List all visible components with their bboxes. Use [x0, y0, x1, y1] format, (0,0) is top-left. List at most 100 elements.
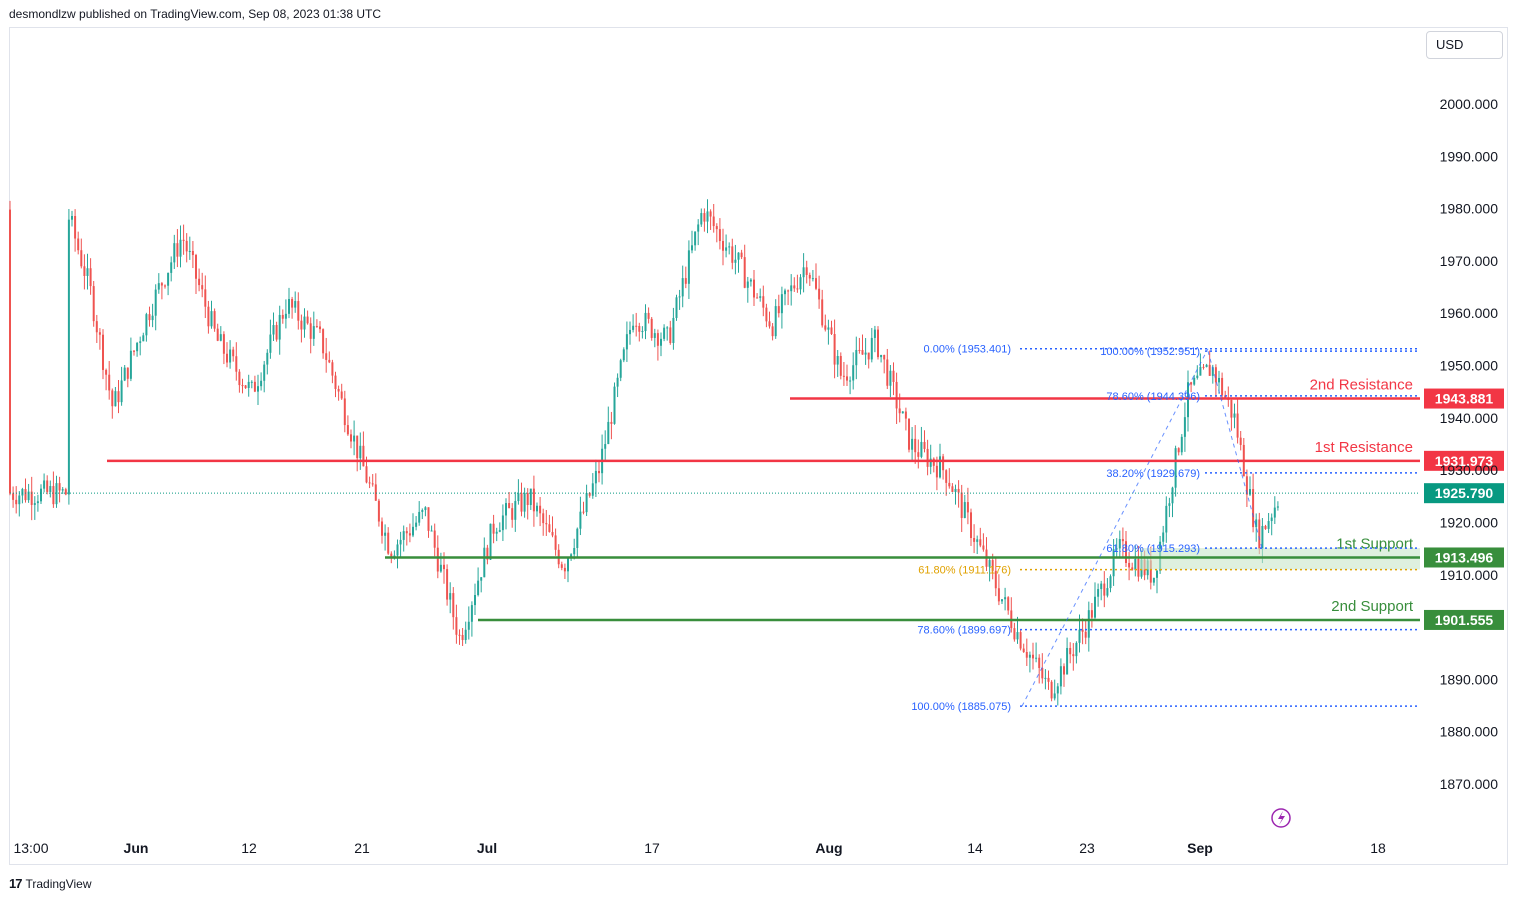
candle-body	[461, 634, 464, 641]
candle-body	[483, 547, 486, 578]
candle-body	[762, 296, 765, 308]
candle-body	[1273, 507, 1276, 518]
candle-body	[30, 491, 33, 505]
candle-body	[315, 326, 318, 328]
candle-body	[728, 246, 731, 248]
candle-body	[942, 456, 945, 471]
candle-body	[260, 380, 263, 387]
candle-body	[588, 493, 591, 496]
candle-body	[405, 531, 408, 534]
candle-body	[98, 332, 101, 335]
candle-body	[1066, 647, 1069, 675]
candle-body	[660, 338, 662, 346]
candle-body	[222, 334, 225, 354]
candle-body	[613, 386, 616, 424]
candle-body	[833, 333, 836, 365]
candle-body	[582, 511, 585, 513]
candle-body	[399, 539, 402, 545]
candle-body	[486, 547, 489, 560]
candle-body	[58, 483, 61, 491]
candle-body	[908, 418, 910, 450]
candle-body	[526, 493, 529, 505]
candle-body	[145, 314, 148, 336]
candle-body	[198, 278, 201, 286]
level-label: 1st Support	[1336, 535, 1414, 552]
candle-body	[1121, 539, 1124, 542]
publish-info: desmondlzw published on TradingView.com,…	[9, 7, 382, 21]
candle-body	[864, 352, 867, 355]
support-zone	[1140, 548, 1420, 570]
candle-body	[52, 486, 55, 505]
y-tick-label: 1990.000	[1440, 148, 1499, 164]
level-price-text: 1913.496	[1435, 549, 1494, 565]
candle-body	[111, 390, 114, 407]
candle-body	[43, 480, 46, 489]
y-tick-label: 1890.000	[1440, 671, 1499, 687]
candle-body	[46, 480, 49, 492]
candle-body	[768, 321, 771, 327]
fib-trendline	[1021, 348, 1209, 707]
candle-body	[21, 489, 24, 496]
candle-body	[390, 553, 393, 559]
candle-body	[932, 458, 935, 466]
candle-body	[579, 511, 582, 529]
candle-body	[743, 257, 746, 288]
candle-body	[1261, 525, 1264, 550]
candle-body	[545, 523, 548, 525]
candle-body	[340, 391, 343, 399]
candle-body	[151, 315, 154, 321]
y-tick-label: 1880.000	[1440, 724, 1499, 740]
candle-body	[49, 486, 52, 492]
candle-body	[901, 411, 904, 414]
candle-body	[616, 377, 619, 387]
candle-body	[653, 333, 656, 338]
candle-body	[430, 530, 433, 532]
candle-body	[492, 523, 495, 534]
candles	[9, 199, 1279, 706]
candle-body	[1069, 647, 1072, 655]
candle-body	[1041, 668, 1044, 679]
currency-selector[interactable]: USD	[1426, 31, 1503, 59]
candle-body	[951, 486, 954, 492]
candle-body	[139, 341, 142, 343]
candle-body	[607, 421, 610, 445]
lightning-icon-glyph	[1278, 811, 1285, 825]
candle-body	[1267, 521, 1270, 529]
candle-body	[188, 250, 191, 252]
candle-body	[520, 493, 523, 512]
candle-body	[594, 470, 597, 484]
candle-body	[1078, 629, 1081, 643]
candle-body	[718, 229, 721, 241]
candle-body	[1063, 666, 1065, 675]
candle-body	[114, 391, 117, 407]
candle-body	[917, 452, 920, 457]
candle-body	[269, 334, 272, 353]
candle-body	[322, 329, 325, 354]
tradingview-logo-icon: 17	[9, 876, 23, 891]
candle-body	[1270, 517, 1273, 522]
candle-body	[1075, 642, 1078, 657]
candle-body	[514, 501, 517, 520]
candle-body	[433, 530, 436, 548]
candle-body	[1137, 558, 1140, 577]
candle-body	[1032, 654, 1034, 659]
candle-body	[418, 511, 421, 523]
candle-body	[470, 605, 473, 622]
candle-body	[489, 523, 492, 560]
candle-body	[935, 465, 938, 478]
x-tick-label: 14	[967, 840, 983, 856]
candle-body	[948, 482, 951, 487]
overlays: 2nd Resistance 1943.881 1st Resistance 1931…	[10, 344, 1504, 713]
candle-body	[827, 327, 830, 330]
candle-body	[1022, 648, 1025, 653]
candle-body	[839, 356, 842, 376]
candle-body	[852, 365, 855, 381]
candle-body	[362, 445, 365, 467]
candle-body	[722, 240, 724, 251]
candle-body	[241, 385, 244, 387]
candle-body	[1258, 519, 1261, 550]
x-tick-label: Aug	[815, 840, 842, 856]
candle-body	[1047, 677, 1050, 682]
candle-body	[849, 380, 852, 382]
